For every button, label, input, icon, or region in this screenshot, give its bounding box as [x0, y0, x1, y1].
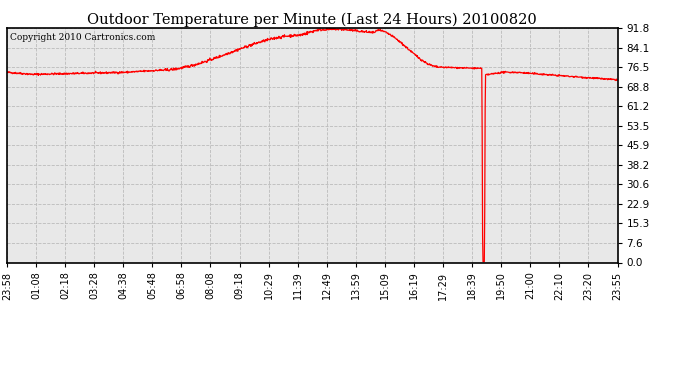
Title: Outdoor Temperature per Minute (Last 24 Hours) 20100820: Outdoor Temperature per Minute (Last 24 … [88, 13, 537, 27]
Text: Copyright 2010 Cartronics.com: Copyright 2010 Cartronics.com [10, 33, 155, 42]
